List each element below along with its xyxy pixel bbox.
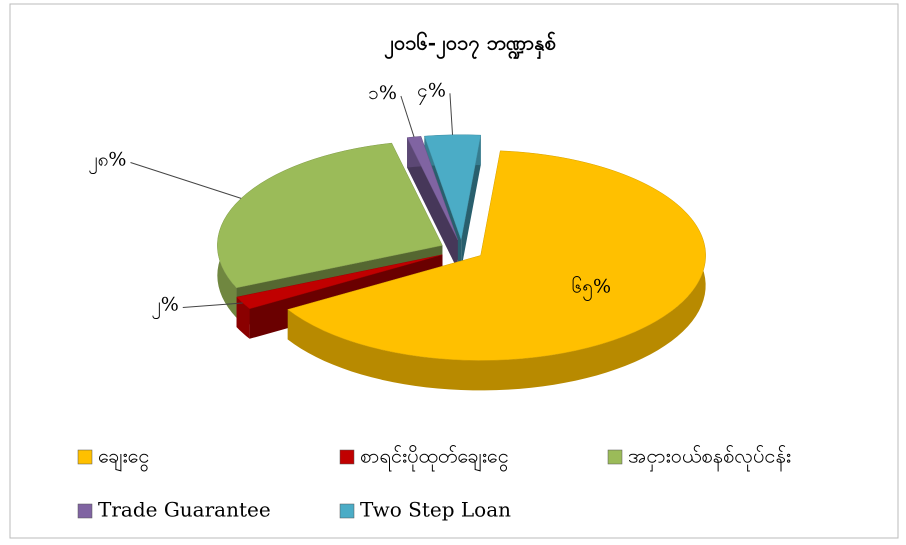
slice xyxy=(406,136,458,270)
legend-swatch xyxy=(607,449,623,465)
slice-side xyxy=(236,254,443,328)
leader-line xyxy=(449,93,454,135)
slice-top xyxy=(217,142,443,289)
slice-side xyxy=(407,137,458,270)
slice-top xyxy=(424,134,482,241)
slice-top xyxy=(287,150,706,361)
legend-label: Two Step Loan xyxy=(360,498,511,522)
data-label: ၄% xyxy=(417,79,446,105)
slice-top xyxy=(406,136,458,241)
legend-swatch xyxy=(77,449,93,465)
legend-swatch xyxy=(339,503,355,519)
slice-wall xyxy=(236,297,250,339)
leader-line xyxy=(182,302,243,309)
data-label: ၂၈% xyxy=(88,149,126,175)
legend-label: စာရင်းပိုထုတ်ချေးငွေ xyxy=(360,444,509,472)
slice xyxy=(287,150,706,391)
data-label: ၆၅% xyxy=(572,275,611,302)
slice-side xyxy=(461,135,481,270)
leader-line xyxy=(400,95,415,138)
data-label: ၂% xyxy=(151,294,178,320)
legend-swatch xyxy=(77,503,93,519)
data-label: ၁% xyxy=(368,82,397,104)
legend-label: အငှားဝယ်စနစ်လုပ်ငန်း xyxy=(628,444,791,472)
legend-label: ချေးငွေ xyxy=(98,444,150,472)
slice xyxy=(424,134,482,270)
leader-line xyxy=(130,162,242,199)
legend-swatch xyxy=(339,449,355,465)
legend-label: Trade Guarantee xyxy=(98,498,271,522)
